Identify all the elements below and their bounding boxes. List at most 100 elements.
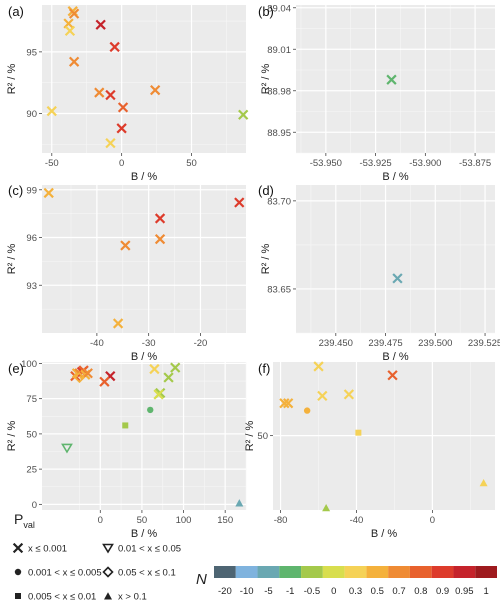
x-tick-label: 239.525 xyxy=(468,338,500,349)
x-tick-label: 239.475 xyxy=(368,338,402,349)
x-axis-title: B / % xyxy=(131,351,158,363)
n-legend-label: 0.95 xyxy=(455,586,474,597)
n-legend-label: 0.5 xyxy=(371,586,384,597)
legend-key-icon xyxy=(104,592,112,600)
pval-legend-label: 0.001 < x ≤ 0.005 xyxy=(28,568,102,579)
n-legend-swatch xyxy=(344,566,367,578)
data-point xyxy=(94,87,105,98)
y-axis-title: R² / % xyxy=(244,421,256,452)
y-tick-label: 88.95 xyxy=(267,128,291,139)
panel-label: (d) xyxy=(258,183,274,198)
n-legend-bin: -1 xyxy=(279,566,302,597)
y-tick-label: 88.98 xyxy=(267,86,291,97)
data-point xyxy=(170,362,181,373)
data-point xyxy=(43,187,54,199)
legend-key-icon xyxy=(14,568,22,576)
y-tick-label: 95 xyxy=(26,47,37,58)
x-tick-label: -80 xyxy=(274,515,288,526)
x-axis-title: B / % xyxy=(131,171,158,183)
n-legend-label: 0.9 xyxy=(436,586,449,597)
y-tick-label: 83.65 xyxy=(267,284,291,295)
data-point xyxy=(238,109,249,120)
data-point xyxy=(105,89,116,101)
y-tick-label: 100 xyxy=(21,359,37,370)
n-legend-bin: 0 xyxy=(322,566,345,597)
pval-legend-item: 0.05 < x ≤ 0.1 xyxy=(102,566,176,579)
pval-legend-label: x > 0.1 xyxy=(118,592,147,603)
data-point xyxy=(64,25,76,37)
n-legend-label: -20 xyxy=(218,586,232,597)
y-axis-title: R² / % xyxy=(6,64,18,95)
x-tick-label: -40 xyxy=(350,515,364,526)
n-legend-swatch xyxy=(214,566,236,578)
y-tick-label: 96 xyxy=(26,233,37,244)
n-legend-label: 0.3 xyxy=(349,586,362,597)
data-point xyxy=(479,478,488,487)
n-legend-bin: 0.8 xyxy=(409,566,432,597)
data-point xyxy=(153,389,164,400)
pval-legend-label: 0.01 < x ≤ 0.05 xyxy=(118,544,181,555)
n-legend-swatch xyxy=(301,566,323,578)
x-tick-label: -50 xyxy=(45,158,59,169)
panel-label: (a) xyxy=(8,4,24,19)
data-point xyxy=(117,102,129,113)
panel-label: (c) xyxy=(8,183,23,198)
data-point xyxy=(149,363,160,375)
n-legend-bin: 0.95 xyxy=(453,566,476,597)
n-legend-swatch xyxy=(431,566,454,578)
panel-label: (b) xyxy=(258,4,274,19)
data-point xyxy=(392,273,403,284)
data-point xyxy=(105,137,116,149)
x-axis-title: B / % xyxy=(382,171,409,183)
data-point xyxy=(154,213,166,224)
x-tick-label: -53.900 xyxy=(409,158,441,169)
x-tick-label: -53.925 xyxy=(359,158,391,169)
y-axis-title: R² / % xyxy=(6,421,18,452)
n-legend-swatch xyxy=(475,566,497,578)
n-legend-label: 0.7 xyxy=(392,586,405,597)
chart-panel: 239.450 239.475 239.500 239.525 83.65 83.70(d… xyxy=(258,183,500,363)
pval-legend-item: x > 0.1 xyxy=(104,592,147,603)
n-legend-label: -10 xyxy=(240,586,254,597)
y-tick-label: 83.70 xyxy=(267,196,291,207)
y-tick-label: 90 xyxy=(26,109,37,120)
n-legend-swatch xyxy=(279,566,302,578)
data-point xyxy=(122,422,129,429)
y-tick-label: 99 xyxy=(26,185,37,196)
data-point xyxy=(163,372,174,383)
x-tick-label: 0 xyxy=(119,158,124,169)
data-point xyxy=(46,105,57,117)
n-legend-label: 0.8 xyxy=(414,586,427,597)
x-tick-label: -53.875 xyxy=(459,158,491,169)
data-point xyxy=(82,368,93,379)
pval-legend-label: 0.05 < x ≤ 0.1 xyxy=(118,568,176,579)
pval-legend-item: 0.01 < x ≤ 0.05 xyxy=(102,544,181,555)
legend-key-icon xyxy=(102,566,114,578)
data-point xyxy=(68,8,80,19)
plot-background xyxy=(42,5,246,153)
n-legend-label: -1 xyxy=(286,586,294,597)
chart-panel: -50 0 50 90 95 (a) B / % R² / % xyxy=(6,4,249,183)
pval-legend-item: 0.005 < x ≤ 0.01 xyxy=(15,592,96,603)
n-legend-bin: 1 xyxy=(475,566,497,597)
n-color-legend: -20 -10 -5 -1 -0.5 0 0.3 0.5 0.7 0.8 0.9 0.95 1 xyxy=(214,566,497,597)
plot-background xyxy=(296,185,495,333)
panel-label: (e) xyxy=(8,361,24,376)
data-point xyxy=(303,407,311,414)
legend-group: Pval x ≤ 0.001 0.001 < x ≤ 0.005 0.005 < x… xyxy=(12,511,497,603)
chart-panel: -40 -30 -20 93 96 99(c) B / % R² / % xyxy=(6,183,246,363)
data-point xyxy=(61,443,73,454)
y-tick-label: 50 xyxy=(26,429,37,440)
n-legend-swatch xyxy=(409,566,432,578)
data-point xyxy=(154,233,166,245)
data-point xyxy=(387,370,398,381)
n-legend-bin: -0.5 xyxy=(301,566,323,597)
y-tick-label: 89.04 xyxy=(267,3,291,14)
data-point xyxy=(73,371,86,384)
y-tick-label: 0 xyxy=(32,500,37,511)
pval-legend-label: x ≤ 0.001 xyxy=(28,544,67,555)
plot-background xyxy=(42,362,246,510)
